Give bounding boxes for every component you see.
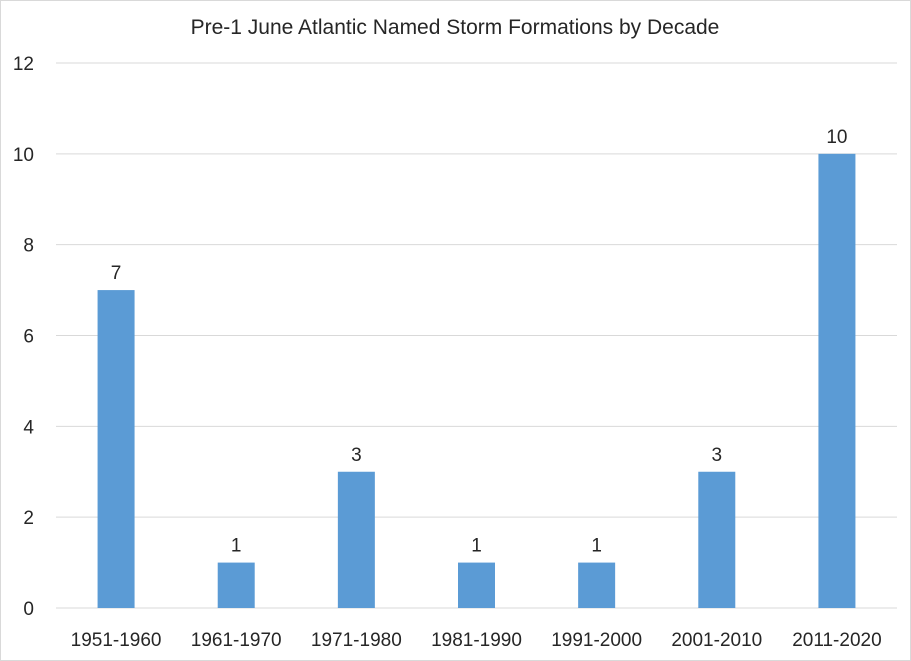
y-tick-label: 0 [23,599,34,620]
x-tick-label: 1981-1990 [431,630,522,651]
y-tick-label: 8 [23,236,34,257]
y-tick-label: 6 [23,327,34,348]
y-tick-label: 2 [23,508,34,529]
x-tick-label: 2001-2010 [671,630,762,651]
data-label: 1 [591,536,602,557]
data-label: 3 [351,445,362,466]
bar [698,471,736,608]
x-tick-label: 2011-2020 [792,630,881,651]
x-tick-label: 1971-1980 [311,630,402,651]
bar [217,562,255,608]
x-tick-label: 1991-2000 [551,630,642,651]
bar [97,290,135,608]
data-label: 1 [231,536,242,557]
chart-title: Pre-1 June Atlantic Named Storm Formatio… [191,16,720,39]
data-label: 1 [471,536,482,557]
data-label: 3 [711,445,722,466]
y-axis-tick-labels: 0 2 4 6 8 10 12 [13,54,35,620]
x-tick-label: 1961-1970 [191,630,282,651]
x-axis-tick-labels: 1951-1960 1961-1970 1971-1980 1981-1990 1991… [71,630,882,651]
bar [818,153,856,609]
bar [458,562,495,608]
bar [578,562,616,608]
data-label: 10 [826,127,847,148]
data-labels: 7 1 3 1 1 3 10 [111,127,848,557]
gridlines [56,62,897,609]
bars [97,153,856,609]
bar [337,471,375,608]
y-tick-label: 10 [13,145,34,166]
data-label: 7 [111,263,122,284]
y-tick-label: 4 [23,417,34,438]
y-tick-label: 12 [13,54,34,75]
x-tick-label: 1951-1960 [71,630,162,651]
